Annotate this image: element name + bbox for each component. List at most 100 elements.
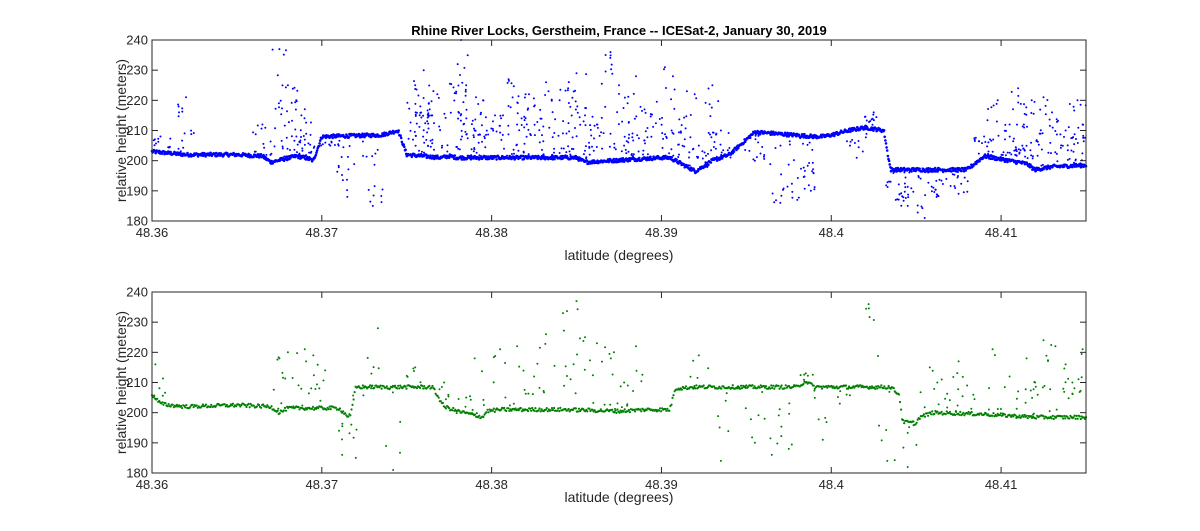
surface-point (1062, 417, 1065, 420)
scatter-point (1008, 135, 1011, 138)
scatter-point (1034, 385, 1037, 388)
scatter-point (316, 363, 319, 366)
scatter-point (635, 369, 638, 372)
surface-point (880, 384, 883, 387)
scatter-point (1031, 157, 1034, 160)
scatter-point (542, 140, 545, 143)
scatter-point (589, 128, 592, 131)
scatter-point (888, 180, 891, 183)
scatter-point (551, 136, 554, 139)
surface-point (614, 409, 617, 412)
scatter-point (281, 371, 284, 374)
scatter-point (786, 185, 789, 188)
scatter-point (346, 155, 349, 158)
scatter-point (900, 204, 903, 207)
scatter-point (912, 190, 915, 193)
scatter-point (857, 140, 860, 142)
surface-point (588, 407, 591, 410)
scatter-point (324, 141, 327, 144)
surface-point (810, 382, 813, 385)
scatter-point (779, 144, 782, 147)
scatter-point (851, 138, 854, 141)
scatter-point (1076, 142, 1079, 144)
scatter-point (703, 151, 706, 154)
scatter-point (711, 131, 714, 134)
surface-point (370, 387, 373, 390)
surface-point (783, 387, 786, 390)
scatter-point (652, 125, 655, 128)
scatter-point (628, 157, 631, 160)
surface-point (399, 134, 402, 137)
scatter-point (1008, 151, 1011, 154)
y-tick-label: 210 (126, 123, 148, 138)
scatter-point (668, 152, 671, 155)
surface-point (995, 414, 998, 418)
scatter-point (478, 154, 481, 157)
scatter-point (1071, 381, 1074, 384)
scatter-point (482, 404, 485, 406)
surface-point (452, 406, 455, 410)
scatter-point (604, 346, 607, 349)
surface-point (898, 400, 902, 404)
scatter-point (422, 135, 425, 138)
surface-point (772, 384, 775, 387)
x-tick-label: 48.4 (819, 477, 844, 492)
surface-point (732, 150, 736, 153)
scatter-point (672, 132, 675, 135)
surface-point (488, 408, 491, 411)
scatter-point (735, 387, 738, 390)
scatter-point (717, 415, 720, 418)
scatter-point (277, 356, 280, 359)
scatter-point (989, 138, 991, 141)
scatter-point (681, 144, 684, 147)
surface-point (672, 394, 675, 397)
scatter-point (427, 112, 430, 115)
surface-point (264, 156, 268, 159)
surface-point (404, 385, 407, 388)
scatter-point (588, 153, 591, 156)
scatter-point (298, 152, 301, 155)
scatter-point (264, 126, 267, 129)
scatter-point (853, 142, 856, 144)
scatter-point (949, 185, 952, 187)
scatter-point (1015, 407, 1018, 410)
scatter-point (440, 146, 443, 149)
scatter-point (988, 387, 990, 390)
scatter-point (473, 147, 476, 149)
surface-point (405, 387, 408, 390)
scatter-point (538, 141, 541, 144)
surface-point (185, 404, 188, 407)
scatter-point (282, 53, 285, 56)
scatter-point (428, 84, 431, 87)
scatter-point (473, 357, 476, 360)
scatter-point (632, 390, 635, 392)
surface-point (886, 387, 889, 390)
scatter-point (465, 117, 468, 120)
scatter-point (677, 143, 680, 146)
scatter-point (481, 370, 483, 373)
surface-point (902, 419, 905, 422)
scatter-point (458, 111, 461, 114)
surface-point (992, 412, 995, 415)
scatter-point (604, 70, 607, 73)
y-tick-label: 230 (126, 315, 148, 330)
surface-point (292, 405, 295, 408)
surface-point (884, 142, 888, 145)
scatter-point (990, 139, 993, 142)
scatter-point (161, 394, 164, 397)
surface-point (859, 384, 862, 387)
scatter-point (1008, 375, 1011, 378)
surface-point (1010, 415, 1013, 418)
scatter-point (670, 98, 673, 101)
surface-point (551, 409, 555, 412)
scatter-point (564, 89, 567, 92)
surface-point (985, 412, 988, 415)
scatter-point (512, 148, 515, 151)
scatter-point (487, 133, 490, 136)
scatter-point (484, 146, 487, 149)
surface-point (510, 157, 513, 161)
scatter-point (441, 144, 444, 147)
scatter-point (480, 124, 483, 127)
scatter-point (579, 123, 582, 126)
scatter-point (290, 135, 293, 138)
